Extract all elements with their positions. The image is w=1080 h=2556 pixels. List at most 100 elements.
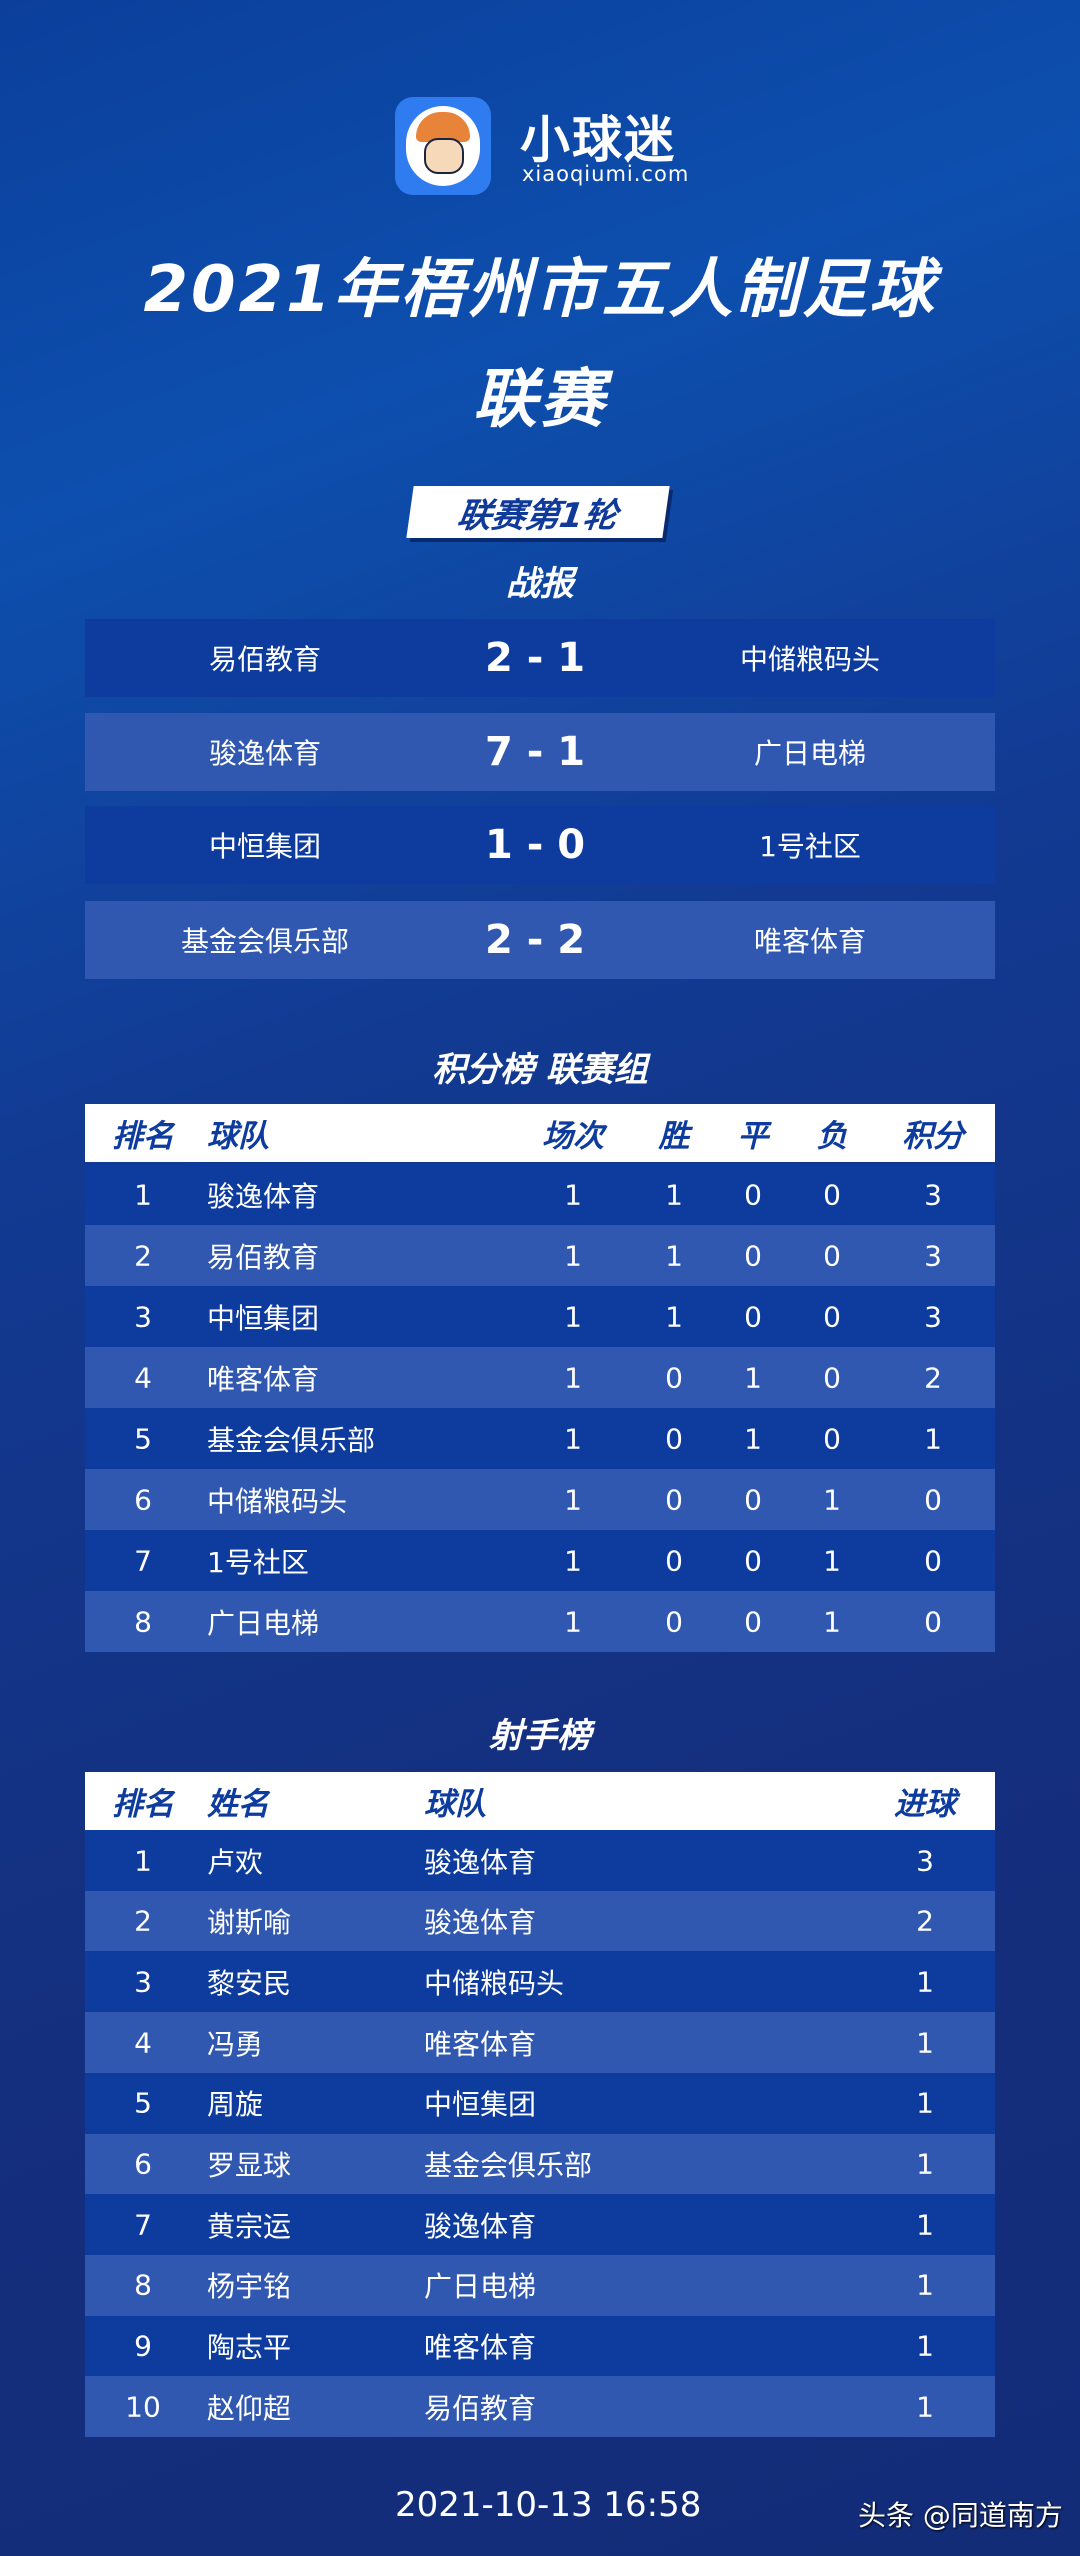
cell-name: 卢欢 [207, 1845, 264, 1879]
page-title: 2021年梧州市五人制足球 [143, 253, 937, 327]
app-logo-icon [395, 97, 491, 195]
standings-row: 4 唯客体育 1 0 1 0 2 [85, 1347, 995, 1408]
brand-name: 小球迷 [520, 111, 676, 169]
cell-team: 唯客体育 [424, 2027, 537, 2061]
cell-played: 1 [564, 1300, 582, 1333]
cell-won: 0 [665, 1544, 683, 1577]
cell-played: 1 [564, 1483, 582, 1516]
cell-rank: 7 [134, 1544, 152, 1577]
cell-rank: 5 [134, 1422, 152, 1455]
home-team: 基金会俱乐部 [180, 925, 349, 958]
results-heading: 战报 [506, 564, 574, 604]
scorer-row: 3 黎安民 中储粮码头 1 [85, 1951, 995, 2013]
cell-rank: 4 [134, 1361, 152, 1394]
cell-drawn: 0 [744, 1178, 762, 1211]
cell-points: 2 [924, 1361, 942, 1394]
away-team: 唯客体育 [753, 925, 866, 958]
cell-won: 0 [665, 1361, 683, 1394]
scorer-row: 2 谢斯喻 骏逸体育 2 [85, 1890, 995, 1952]
cell-lost: 0 [823, 1300, 841, 1333]
cell-name: 杨宇铭 [207, 2270, 292, 2304]
cell-rank: 7 [134, 2208, 152, 2242]
score: 2 - 2 [484, 917, 586, 963]
cell-rank: 8 [134, 1605, 152, 1638]
match-row: 易佰教育 2 - 1 中储粮码头 [85, 619, 995, 697]
round-badge-label: 联赛第1轮 [454, 495, 621, 536]
score: 7 - 1 [484, 729, 586, 775]
cell-played: 1 [564, 1605, 582, 1638]
cell-drawn: 0 [744, 1483, 762, 1516]
header-drawn: 平 [737, 1118, 769, 1155]
cell-goals: 1 [916, 2390, 934, 2424]
cell-goals: 3 [916, 1844, 934, 1877]
away-team: 中储粮码头 [739, 643, 880, 676]
cell-lost: 1 [823, 1544, 841, 1577]
cell-name: 黄宗运 [207, 2209, 292, 2243]
score: 2 - 1 [484, 635, 586, 681]
timestamp: 2021-10-13 16:58 [395, 2485, 702, 2525]
standings-row: 2 易佰教育 1 1 0 0 3 [85, 1225, 995, 1286]
cell-lost: 0 [823, 1239, 841, 1272]
cell-team: 广日电梯 [424, 2270, 537, 2304]
score: 1 - 0 [484, 822, 586, 868]
standings-row: 1 骏逸体育 1 1 0 0 3 [85, 1164, 995, 1225]
cell-team: 中恒集团 [424, 2088, 537, 2122]
cell-goals: 1 [916, 2086, 934, 2120]
cell-rank: 1 [134, 1178, 152, 1211]
standings-row: 5 基金会俱乐部 1 0 1 0 1 [85, 1408, 995, 1469]
cell-goals: 1 [916, 2147, 934, 2181]
cell-goals: 1 [916, 1965, 934, 1999]
scorers-heading: 射手榜 [489, 1716, 591, 1756]
away-team: 1号社区 [759, 830, 861, 863]
home-team: 易佰教育 [208, 643, 321, 676]
cell-rank: 2 [134, 1904, 152, 1938]
cell-goals: 1 [916, 2329, 934, 2363]
cell-played: 1 [564, 1178, 582, 1211]
cell-team: 基金会俱乐部 [207, 1423, 376, 1457]
cell-points: 3 [924, 1239, 942, 1272]
cell-drawn: 0 [744, 1544, 762, 1577]
cell-name: 陶志平 [207, 2331, 292, 2365]
standings-header: 排名 球队 场次 胜 平 负 积分 [85, 1104, 995, 1162]
scorer-row: 8 杨宇铭 广日电梯 1 [85, 2254, 995, 2316]
cell-goals: 1 [916, 2268, 934, 2302]
header-team: 球队 [424, 1786, 486, 1823]
cell-team: 易佰教育 [424, 2391, 537, 2425]
cell-lost: 1 [823, 1483, 841, 1516]
standings-row: 3 中恒集团 1 1 0 0 3 [85, 1286, 995, 1347]
cell-name: 冯勇 [207, 2027, 264, 2061]
cell-rank: 6 [134, 1483, 152, 1516]
cell-team: 唯客体育 [207, 1362, 320, 1396]
cell-name: 黎安民 [207, 1966, 292, 2000]
scorer-row: 9 陶志平 唯客体育 1 [85, 2315, 995, 2377]
match-row: 中恒集团 1 - 0 1号社区 [85, 806, 995, 884]
cell-played: 1 [564, 1544, 582, 1577]
cell-points: 1 [924, 1422, 942, 1455]
cell-team: 基金会俱乐部 [424, 2149, 593, 2182]
cell-rank: 10 [125, 2390, 161, 2424]
cell-rank: 4 [134, 2026, 152, 2060]
cell-name: 周旋 [207, 2088, 264, 2122]
brand-domain: xiaoqiumi.com [522, 162, 690, 186]
watermark: 头条 @同道南方 [858, 2499, 1063, 2532]
header-goals: 进球 [894, 1786, 956, 1823]
scorer-row: 1 卢欢 骏逸体育 3 [85, 1830, 995, 1891]
page-title-line2: 联赛 [473, 363, 607, 437]
header-rank: 排名 [112, 1786, 174, 1823]
cell-team: 中储粮码头 [207, 1484, 348, 1518]
cell-won: 0 [665, 1422, 683, 1455]
cell-team: 易佰教育 [207, 1240, 320, 1274]
cell-name: 赵仰超 [207, 2391, 292, 2425]
cell-team: 1号社区 [207, 1545, 309, 1579]
cell-lost: 0 [823, 1422, 841, 1455]
scorer-row: 5 周旋 中恒集团 1 [85, 2072, 995, 2134]
cell-name: 谢斯喻 [207, 1906, 292, 1940]
cell-rank: 1 [134, 1844, 152, 1877]
cell-name: 罗显球 [207, 2149, 292, 2182]
cell-lost: 0 [823, 1361, 841, 1394]
cell-won: 1 [665, 1300, 683, 1333]
cell-drawn: 0 [744, 1239, 762, 1272]
cell-rank: 6 [134, 2147, 152, 2181]
cell-rank: 9 [134, 2329, 152, 2363]
cell-drawn: 1 [744, 1422, 762, 1455]
